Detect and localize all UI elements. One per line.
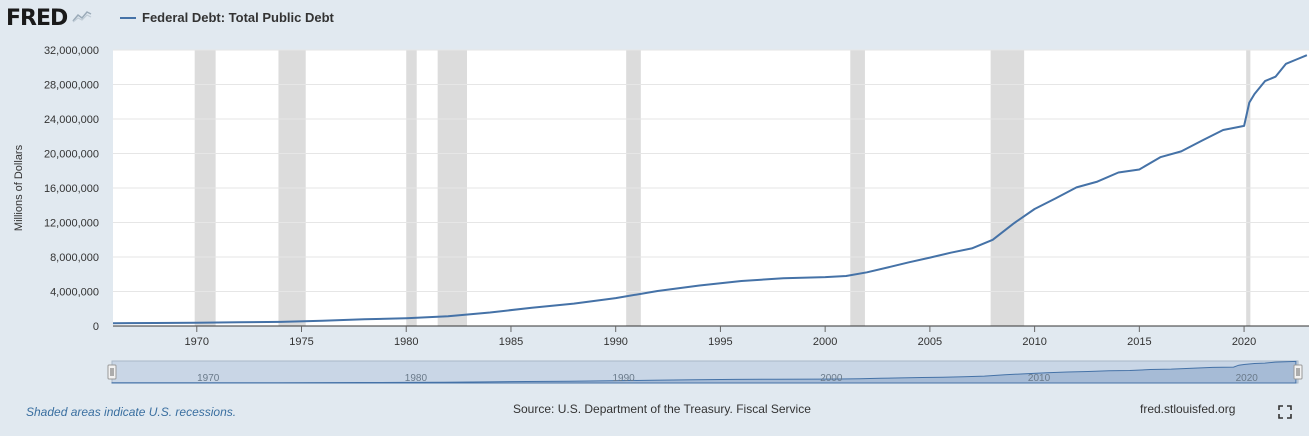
navigator-label: 1980	[405, 373, 428, 384]
navigator-handle[interactable]	[107, 364, 117, 380]
x-tick-label: 1990	[603, 336, 627, 348]
y-tick-label: 32,000,000	[44, 45, 99, 57]
navigator-label: 2020	[1236, 373, 1259, 384]
legend-line-swatch	[120, 16, 136, 19]
data-series-line	[112, 54, 1308, 325]
navigator-label: 1970	[197, 373, 220, 384]
fullscreen-icon[interactable]	[1278, 405, 1292, 419]
x-tick-label: 2010	[1022, 336, 1046, 348]
legend-label: Federal Debt: Total Public Debt	[142, 10, 334, 25]
y-tick-label: 16,000,000	[44, 183, 99, 195]
y-tick-label: 8,000,000	[50, 252, 99, 264]
x-tick-label: 1995	[708, 336, 732, 348]
navigator-label: 2010	[1028, 373, 1051, 384]
x-tick-label: 1980	[394, 336, 418, 348]
navigator-label: 1990	[612, 373, 635, 384]
y-axis-label: Millions of Dollars	[13, 144, 25, 231]
x-tick-label: 2015	[1127, 336, 1151, 348]
y-tick-label: 24,000,000	[44, 114, 99, 126]
navigator-handle[interactable]	[1293, 364, 1303, 380]
site-link[interactable]: fred.stlouisfed.org	[1140, 402, 1236, 416]
navigator-series	[111, 360, 1297, 384]
y-tick-label: 12,000,000	[44, 218, 99, 230]
navigator-label: 2000	[820, 373, 843, 384]
source-note: Source: U.S. Department of the Treasury.…	[513, 402, 811, 416]
navigator-handle-body	[1293, 364, 1303, 380]
y-tick-label: 28,000,000	[44, 80, 99, 92]
x-tick-label: 1975	[289, 336, 313, 348]
y-tick-label: 20,000,000	[44, 149, 99, 161]
logo-text: FRED	[6, 6, 68, 31]
y-tick-label: 4,000,000	[50, 287, 99, 299]
x-tick-label: 2000	[813, 336, 837, 348]
x-tick-label: 1985	[499, 336, 523, 348]
line-chart-icon	[71, 8, 94, 29]
x-tick-label: 1970	[185, 336, 209, 348]
navigator-handle-body	[107, 364, 117, 380]
recession-note: Shaded areas indicate U.S. recessions.	[26, 405, 237, 419]
chart-legend[interactable]: Federal Debt: Total Public Debt	[120, 10, 334, 25]
y-tick-label: 0	[93, 321, 99, 333]
x-tick-label: 2005	[918, 336, 942, 348]
x-tick-label: 2020	[1232, 336, 1256, 348]
fred-logo[interactable]: FRED	[6, 6, 94, 31]
